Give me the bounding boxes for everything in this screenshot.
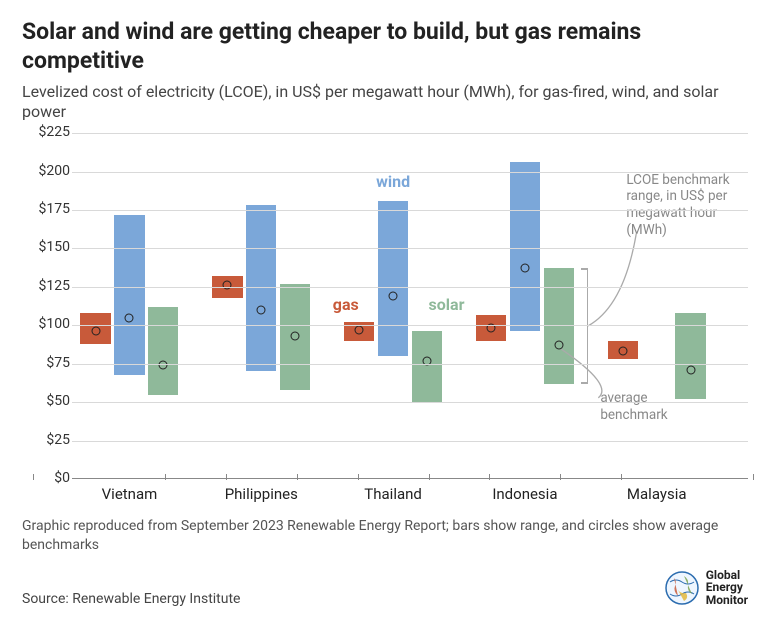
y-tick-label: $100	[39, 316, 70, 332]
gridline	[72, 325, 748, 326]
plot-region: VietnamPhilippinesThailandIndonesiaMalay…	[72, 133, 748, 479]
wind-avg-marker	[257, 305, 266, 314]
y-tick-label: $200	[39, 163, 70, 179]
solar-series-label: solar	[429, 295, 465, 314]
x-tick	[753, 474, 754, 480]
y-tick-label: $50	[46, 393, 70, 409]
gas-avg-marker	[91, 327, 100, 336]
gas-avg-marker	[355, 325, 364, 334]
chart-title: Solar and wind are getting cheaper to bu…	[22, 18, 748, 76]
wind-range-bar	[510, 162, 540, 331]
x-tick	[33, 474, 34, 480]
wind-avg-marker	[520, 264, 529, 273]
gridline	[72, 210, 748, 211]
y-tick-label: $225	[39, 124, 70, 140]
chart-subtitle: Levelized cost of electricity (LCOE), in…	[22, 82, 748, 124]
chart-area: Vietnam Philippines Thailand Indonesia Malay…	[22, 133, 748, 503]
solar-avg-marker	[554, 341, 563, 350]
x-tick	[489, 474, 490, 480]
x-tick	[297, 474, 298, 480]
gridline	[72, 172, 748, 173]
category-label: Thailand	[364, 485, 422, 503]
wind-range-bar	[378, 201, 408, 356]
gridline	[72, 248, 748, 249]
gridline	[72, 364, 748, 365]
gas-avg-marker	[618, 347, 627, 356]
gridline	[72, 133, 748, 134]
source-line: Source: Renewable Energy Institute	[22, 591, 240, 607]
wind-range-bar	[246, 205, 276, 371]
y-tick-label: $175	[39, 201, 70, 217]
gridline	[72, 402, 748, 403]
wind-range-bar	[114, 215, 144, 375]
x-tick	[165, 474, 166, 480]
y-tick-label: $150	[39, 239, 70, 255]
gridline	[72, 441, 748, 442]
x-tick	[358, 474, 359, 480]
y-tick-label: $0	[54, 470, 70, 486]
category-label: Malaysia	[627, 485, 687, 503]
x-tick	[226, 474, 227, 480]
x-tick	[621, 474, 622, 480]
x-tick	[560, 474, 561, 480]
annotation-avg: average benchmark	[600, 390, 710, 424]
wind-avg-marker	[389, 292, 398, 301]
gas-series-label: gas	[333, 295, 359, 314]
solar-avg-marker	[686, 365, 695, 374]
chart-footnote: Graphic reproduced from September 2023 R…	[22, 517, 748, 555]
wind-avg-marker	[125, 313, 134, 322]
gridline	[72, 287, 748, 288]
solar-range-bar	[412, 331, 442, 402]
category-label: Vietnam	[102, 485, 158, 503]
y-tick-label: $75	[46, 355, 70, 371]
logo-text-3: Monitor	[706, 594, 748, 607]
publisher-logo: Global Energy Monitor	[664, 569, 748, 607]
wind-series-label: wind	[376, 172, 410, 191]
y-tick-label: $25	[46, 432, 70, 448]
y-tick-label: $125	[39, 278, 70, 294]
solar-range-bar	[148, 307, 178, 395]
category-label: Philippines	[225, 485, 298, 503]
x-axis	[72, 478, 748, 479]
solar-avg-marker	[291, 332, 300, 341]
x-tick	[429, 474, 430, 480]
gas-avg-marker	[223, 281, 232, 290]
category-label: Indonesia	[492, 485, 557, 503]
globe-icon	[664, 570, 700, 606]
solar-avg-marker	[159, 361, 168, 370]
annotation-range: LCOE benchmark range, in US$ per megawat…	[626, 172, 746, 240]
